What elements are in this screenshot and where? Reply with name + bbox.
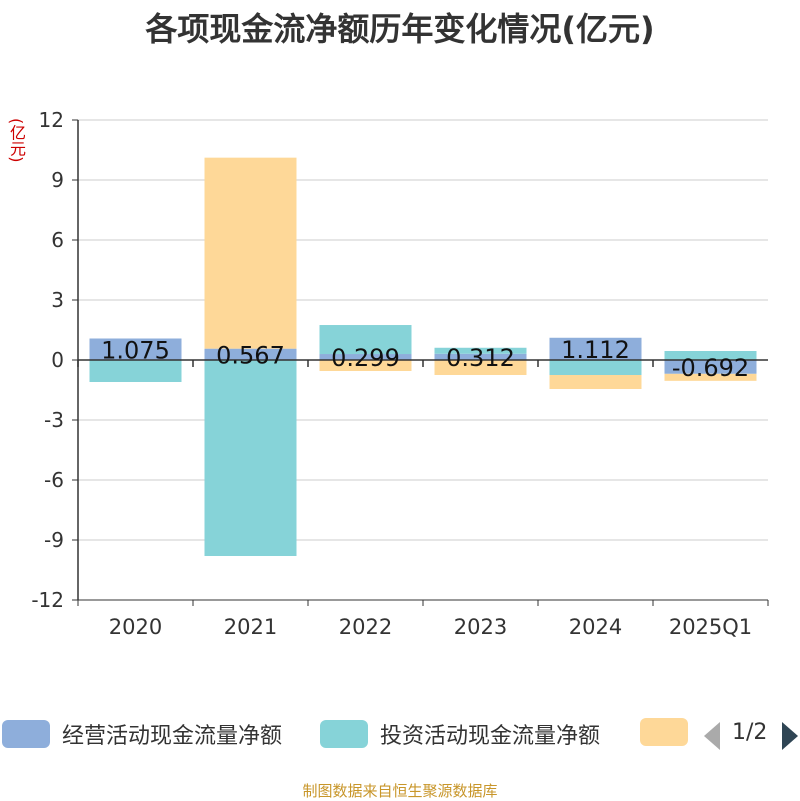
y-tick-label: -3 <box>44 408 64 432</box>
bar-financing <box>664 373 757 381</box>
bar-operating <box>434 353 527 360</box>
y-tick-label: -9 <box>44 528 64 552</box>
data-label: 0.567 <box>216 341 285 369</box>
bar-investing <box>434 347 527 354</box>
y-tick-label: -6 <box>44 468 64 492</box>
x-tick-label: 2022 <box>339 615 392 639</box>
legend-item-financing[interactable] <box>640 718 700 746</box>
bar-financing <box>319 360 412 371</box>
legend-next-page-icon[interactable] <box>782 722 798 750</box>
y-tick-label: 12 <box>39 108 64 132</box>
y-tick-label: 3 <box>51 288 64 312</box>
x-tick-label: 2025Q1 <box>669 615 752 639</box>
bar-investing <box>549 360 642 375</box>
bar-financing <box>549 375 642 389</box>
legend-item-operating[interactable]: 经营活动现金流量净额 <box>2 718 282 750</box>
data-label: 0.299 <box>331 344 400 372</box>
chart-title: 各项现金流净额历年变化情况(亿元) <box>145 10 655 48</box>
bar-financing <box>434 360 527 375</box>
legend-page-indicator: 1/2 <box>732 720 768 745</box>
legend-swatch-operating <box>2 720 50 748</box>
y-axis-unit-label: (亿元) <box>7 118 26 163</box>
chart-area: 12 9 6 3 0 -3 -6 -9 -12 2020 2021 2022 2023 2024 2025Q… <box>31 108 769 639</box>
legend: 经营活动现金流量净额 投资活动现金流量净额 1/2 <box>0 716 800 752</box>
legend-swatch-investing <box>320 720 368 748</box>
legend-label-operating: 经营活动现金流量净额 <box>62 724 283 749</box>
data-label: -0.692 <box>672 354 749 382</box>
x-tick-label: 2024 <box>569 615 622 639</box>
bar-investing <box>204 360 297 556</box>
bar-financing <box>204 157 297 349</box>
bar-investing <box>89 360 182 382</box>
data-label: 1.075 <box>101 336 170 364</box>
bar-operating <box>89 338 182 360</box>
legend-label-investing: 投资活动现金流量净额 <box>380 724 601 749</box>
y-tick-label: -12 <box>31 588 64 612</box>
y-tick-label: 9 <box>51 168 64 192</box>
data-label: 1.112 <box>561 336 630 364</box>
y-tick-label: 6 <box>51 228 64 252</box>
bar-operating <box>204 348 297 360</box>
data-source-note: 制图数据来自恒生聚源数据库 <box>302 782 498 800</box>
bar-operating <box>664 360 757 374</box>
legend-swatch-financing <box>640 718 688 746</box>
x-tick-label: 2020 <box>109 615 162 639</box>
x-tick-label: 2021 <box>224 615 277 639</box>
legend-item-investing[interactable]: 投资活动现金流量净额 <box>320 718 600 750</box>
bar-investing <box>664 351 757 360</box>
y-tick-label: 0 <box>51 348 64 372</box>
bar-operating <box>319 354 412 360</box>
data-label: 0.312 <box>446 344 515 372</box>
legend-prev-page-icon[interactable] <box>704 722 720 750</box>
bar-operating <box>549 337 642 360</box>
x-tick-label: 2023 <box>454 615 507 639</box>
bar-investing <box>319 325 412 355</box>
